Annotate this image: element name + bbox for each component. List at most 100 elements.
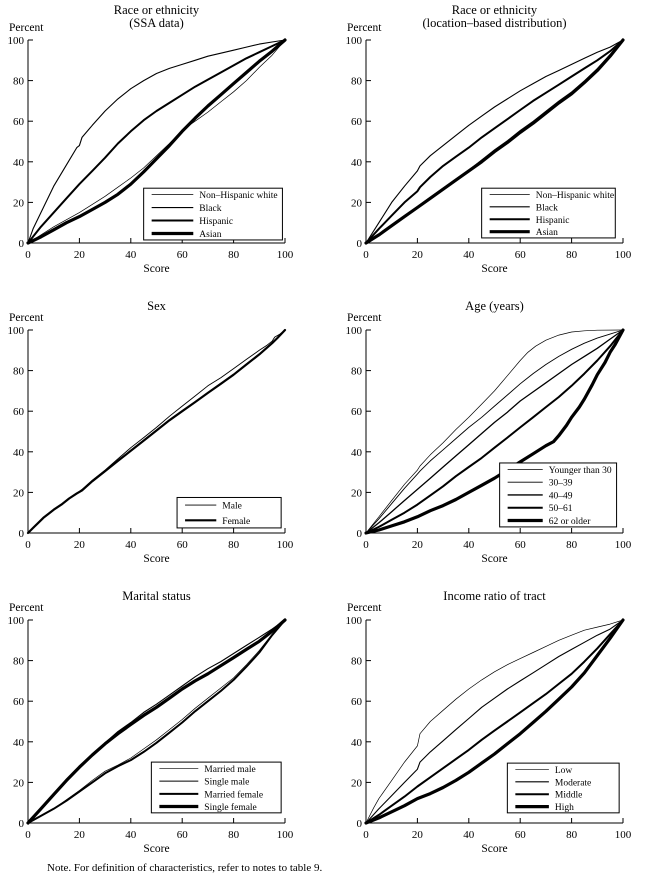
legend-label: Younger than 30 — [549, 466, 612, 476]
series-single-male — [27, 619, 286, 824]
y-tick-label: 20 — [13, 487, 25, 499]
series-asian — [364, 38, 625, 245]
x-tick-label: 100 — [277, 539, 294, 551]
legend: Younger than 30 30–39 40–49 50–61 62 or olde… — [499, 462, 618, 528]
x-tick-label: 0 — [25, 829, 31, 841]
x-tick-label: 100 — [615, 249, 632, 261]
chart-marital-status-canvas: Marital status Percent 0 20 40 60 80 100 0 20 40 60… — [8, 589, 294, 855]
chart-title: Age (years) — [465, 299, 524, 313]
legend-label: Single female — [204, 802, 257, 813]
legend: Non–Hispanic white Black Hispanic Asian — [481, 187, 616, 239]
chart-age-canvas: Age (years) Percent 0 20 40 60 80 100 0 20 40 60 80 1… — [346, 299, 632, 565]
chart-title: (location–based distribution) — [422, 16, 566, 30]
x-tick-label: 20 — [412, 539, 424, 551]
x-tick-label: 60 — [177, 539, 189, 551]
legend: Male Female — [176, 496, 282, 529]
x-tick-label: 80 — [566, 539, 578, 551]
y-tick-label: 0 — [357, 818, 363, 830]
y-tick-label: 100 — [346, 35, 363, 47]
series-single-female — [26, 618, 287, 825]
series-non-hispanic-white — [365, 39, 624, 244]
y-tick-label: 100 — [346, 615, 363, 627]
x-tick-label: 0 — [363, 539, 369, 551]
y-tick-label: 40 — [13, 157, 25, 169]
series-middle — [365, 619, 624, 824]
series-younger-than-30 — [365, 329, 624, 534]
y-tick-label: 0 — [19, 238, 25, 250]
x-tick-label: 40 — [125, 249, 137, 261]
x-tick-label: 60 — [515, 829, 527, 841]
y-tick-label: 100 — [8, 325, 25, 337]
x-axis-label: Score — [143, 553, 169, 565]
x-tick-label: 0 — [363, 829, 369, 841]
legend-label: Male — [222, 502, 242, 512]
legend-label: 62 or older — [549, 517, 592, 527]
legend-label: Single male — [204, 778, 249, 788]
legend-label: Non–Hispanic white — [199, 191, 277, 201]
y-tick-label: 20 — [351, 487, 363, 499]
y-axis-label: Percent — [9, 312, 44, 324]
x-tick-label: 100 — [615, 539, 632, 551]
y-tick-label: 60 — [351, 696, 363, 708]
series-hispanic — [27, 39, 286, 244]
chart-age: Age (years) Percent 0 20 40 60 80 100 0 20 40 60 80 1… — [322, 290, 645, 580]
x-tick-label: 60 — [177, 249, 189, 261]
x-tick-label: 80 — [228, 539, 240, 551]
series-asian — [26, 38, 287, 245]
y-axis-label: Percent — [9, 22, 44, 34]
y-tick-label: 60 — [13, 406, 25, 418]
x-tick-label: 40 — [125, 539, 137, 551]
x-axis-label: Score — [481, 263, 507, 275]
x-tick-label: 0 — [25, 249, 31, 261]
y-tick-label: 100 — [8, 35, 25, 47]
series-low — [365, 619, 624, 824]
x-axis-label: Score — [481, 553, 507, 565]
legend-label: Black — [199, 204, 221, 214]
x-tick-label: 60 — [177, 829, 189, 841]
x-tick-label: 20 — [74, 829, 86, 841]
legend-label: Middle — [555, 791, 582, 801]
x-tick-label: 80 — [566, 829, 578, 841]
series-50-61 — [365, 329, 624, 534]
series-black — [27, 39, 286, 244]
legend-label: Low — [555, 766, 573, 776]
series-married-female — [27, 619, 286, 824]
y-tick-label: 40 — [351, 447, 363, 459]
legend: Low Moderate Middle High — [506, 762, 620, 814]
chart-race-ssa-canvas: Race or ethnicity(SSA data) Percent 0 20 40 6… — [8, 3, 294, 275]
series-black — [365, 39, 624, 244]
legend-label: Moderate — [555, 778, 591, 788]
y-tick-label: 80 — [351, 366, 363, 378]
chart-sex: Sex Percent 0 20 40 60 80 100 0 20 40 60 80 100 Score M… — [0, 290, 322, 580]
legend-label: Female — [222, 517, 250, 527]
chart-title: (SSA data) — [129, 16, 184, 30]
x-tick-label: 20 — [74, 539, 86, 551]
x-tick-label: 40 — [463, 829, 475, 841]
y-axis-label: Percent — [347, 602, 382, 614]
y-tick-label: 100 — [8, 615, 25, 627]
x-tick-label: 40 — [463, 249, 475, 261]
chart-race-location: Race or ethnicity (location–based distrib… — [322, 0, 645, 290]
series-male — [27, 329, 286, 534]
y-tick-label: 20 — [351, 197, 363, 209]
chart-title: Race or ethnicity — [114, 3, 200, 17]
legend-box — [143, 187, 283, 241]
y-tick-label: 80 — [13, 366, 25, 378]
legend-box — [506, 762, 620, 814]
legend-box — [150, 761, 282, 814]
series-moderate — [365, 619, 624, 824]
y-axis-label: Percent — [347, 312, 382, 324]
x-tick-label: 20 — [74, 249, 86, 261]
x-tick-label: 0 — [363, 249, 369, 261]
chart-income-ratio: Income ratio of tract Percent 0 20 40 60 80 100… — [322, 580, 645, 856]
y-tick-label: 60 — [351, 406, 363, 418]
chart-income-ratio-canvas: Income ratio of tract Percent 0 20 40 60 80 100… — [346, 589, 632, 855]
figure-note: Note. For definition of characteristics,… — [47, 862, 323, 874]
x-tick-label: 60 — [515, 539, 527, 551]
series-hispanic — [365, 39, 624, 244]
chart-title: Marital status — [122, 589, 191, 603]
legend-label: Hispanic — [199, 217, 233, 227]
legend-label: High — [555, 803, 574, 813]
legend-label: Hispanic — [536, 216, 570, 226]
